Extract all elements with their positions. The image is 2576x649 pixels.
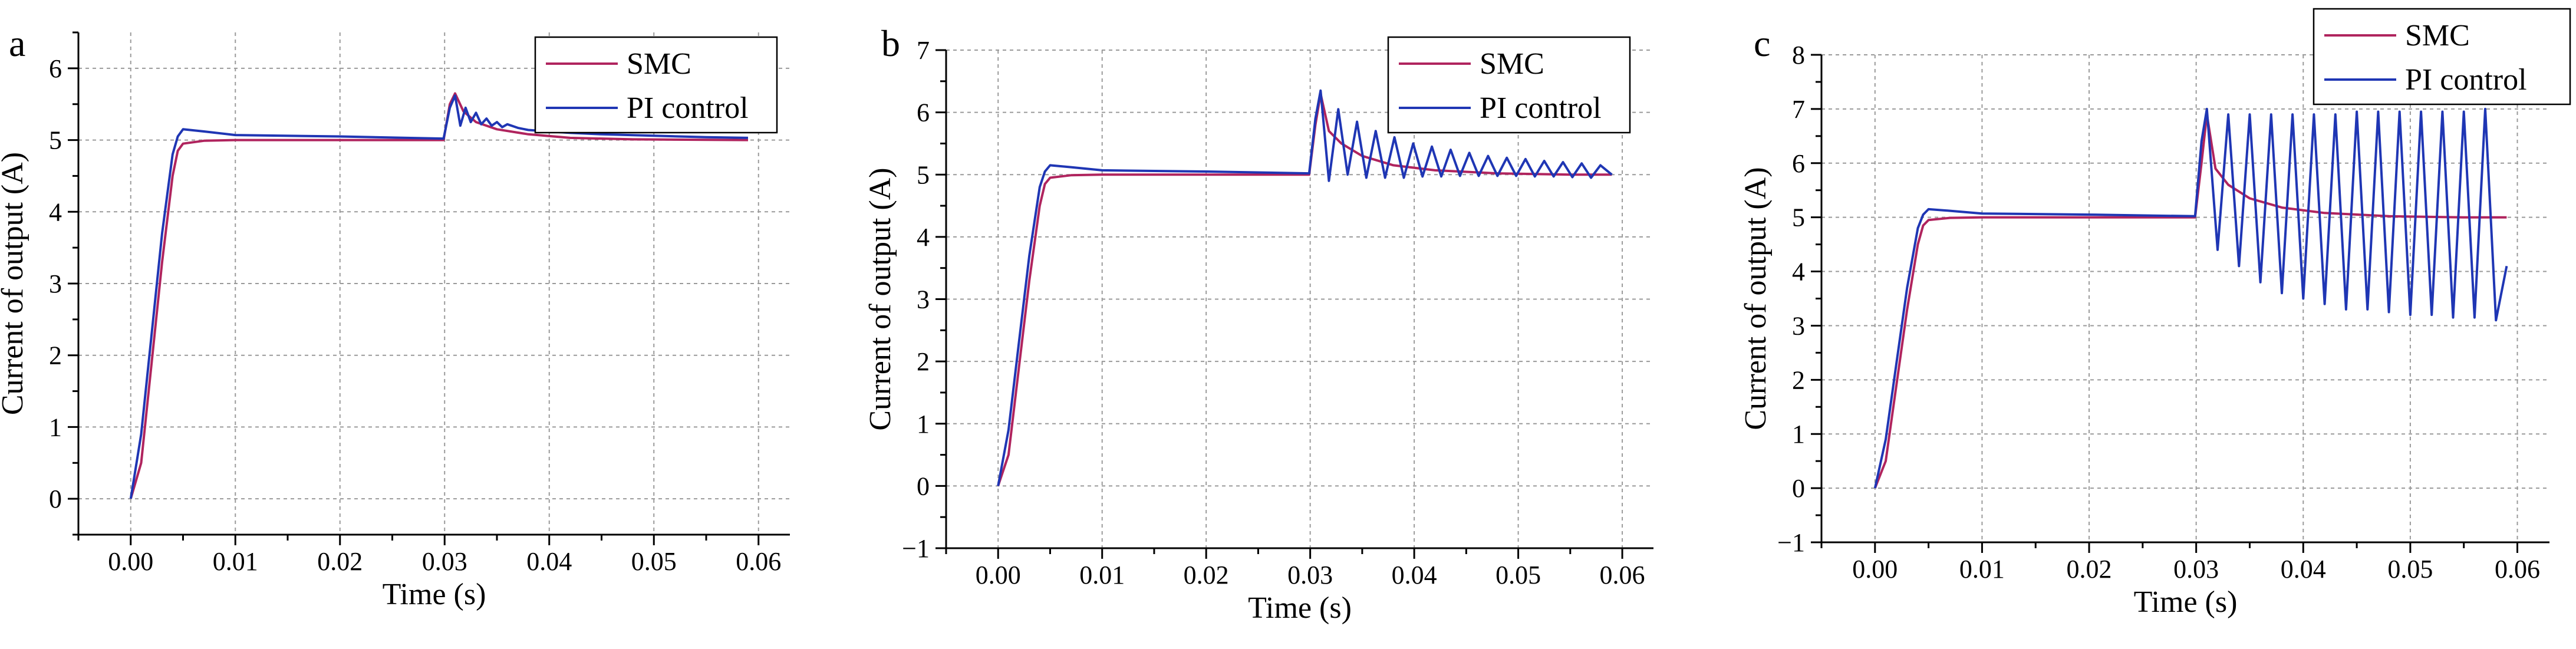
x-tick-label: 0.06	[1600, 561, 1645, 589]
legend: SMC PI control	[2313, 8, 2571, 106]
series-line-pi-control	[1873, 107, 2508, 489]
y-tick-label: 3	[49, 269, 62, 298]
y-tick-label: 0	[49, 485, 62, 513]
y-tick-label: 8	[1792, 41, 1805, 70]
x-tick-label: 0.01	[213, 547, 258, 576]
y-tick-label: 0	[917, 472, 930, 500]
x-axis-title: Time (s)	[2134, 585, 2238, 619]
legend: SMC PI control	[534, 36, 778, 134]
x-tick-label: 0.03	[2173, 555, 2219, 584]
y-tick-label: −1	[1777, 528, 1805, 557]
y-tick-label: 2	[917, 347, 930, 376]
y-tick-label: 6	[917, 98, 930, 127]
y-axis-title: Current of output (A)	[0, 152, 29, 415]
x-tick-label: 0.01	[1959, 555, 2005, 584]
legend-box	[534, 36, 778, 134]
x-tick-label: 0.00	[108, 547, 153, 576]
x-tick-label: 0.01	[1079, 561, 1125, 589]
legend: SMC PI control	[1387, 36, 1631, 134]
y-tick-label: 2	[49, 341, 62, 370]
x-tick-label: 0.06	[2495, 555, 2540, 584]
panel-label: c	[1754, 22, 1770, 64]
legend-entry: PI control	[627, 91, 749, 125]
x-tick-label: 0.03	[422, 547, 467, 576]
x-tick-label: 0.05	[631, 547, 677, 576]
legend-entry: SMC	[2405, 19, 2470, 52]
legend-entry: PI control	[1480, 91, 1602, 125]
y-tick-label: −1	[902, 534, 930, 563]
x-tick-label: 0.02	[1184, 561, 1229, 589]
legend-box	[2313, 8, 2571, 106]
y-tick-label: 4	[1792, 258, 1805, 286]
y-tick-label: 5	[1792, 203, 1805, 232]
y-tick-label: 3	[1792, 311, 1805, 340]
x-tick-label: 0.00	[1852, 555, 1898, 584]
y-tick-label: 2	[1792, 365, 1805, 394]
y-axis-title: Current of output (A)	[1739, 167, 1773, 430]
y-tick-label: 3	[917, 285, 930, 314]
y-axis-title: Current of output (A)	[864, 167, 897, 430]
y-tick-label: 1	[49, 413, 62, 442]
legend-entry: SMC	[627, 47, 691, 81]
y-tick-label: 0	[1792, 474, 1805, 503]
x-tick-label: 0.02	[317, 547, 363, 576]
x-tick-label: 0.03	[1287, 561, 1333, 589]
y-tick-label: 7	[1792, 95, 1805, 124]
y-tick-label: 5	[49, 126, 62, 155]
y-tick-label: 6	[1792, 149, 1805, 178]
y-tick-label: 1	[1792, 420, 1805, 449]
series-line-smc	[997, 92, 1612, 487]
series-line-pi-control	[129, 94, 749, 499]
y-tick-label: 5	[917, 160, 930, 189]
x-tick-label: 0.04	[2281, 555, 2326, 584]
legend-entry: PI control	[2405, 63, 2527, 97]
panel-label: b	[881, 22, 900, 64]
y-tick-label: 6	[49, 54, 62, 83]
x-tick-label: 0.04	[1392, 561, 1437, 589]
series-line-pi-control	[997, 89, 1613, 486]
legend-box	[1387, 36, 1631, 134]
x-tick-label: 0.02	[2067, 555, 2112, 584]
x-tick-label: 0.06	[736, 547, 781, 576]
y-tick-label: 4	[917, 223, 930, 252]
chart-panel-b: 0.00 0.01 0.02 0.03 0.04 0.05 0.06 −1 0 1 2 3 4 5 6 7 Ti…	[864, 22, 1653, 625]
y-tick-label: 7	[917, 36, 930, 65]
legend-entry: SMC	[1480, 47, 1544, 81]
y-tick-label: 4	[49, 197, 62, 226]
series-line-smc	[129, 92, 749, 499]
chart-panel-c: 0.00 0.01 0.02 0.03 0.04 0.05 0.06 −1 0 1 2 3 4 5 6 7 8 T…	[1739, 8, 2571, 619]
x-axis-title: Time (s)	[383, 578, 486, 611]
x-tick-label: 0.04	[526, 547, 572, 576]
panel-label: a	[9, 22, 25, 64]
x-axis-title: Time (s)	[1248, 591, 1352, 625]
x-tick-label: 0.00	[976, 561, 1021, 589]
chart-panel-a: 0.00 0.01 0.02 0.03 0.04 0.05 0.06 0 1 2 3 4 5 6 Time …	[0, 22, 790, 611]
y-tick-label: 1	[917, 410, 930, 439]
x-tick-label: 0.05	[1495, 561, 1541, 589]
x-tick-label: 0.05	[2387, 555, 2433, 584]
